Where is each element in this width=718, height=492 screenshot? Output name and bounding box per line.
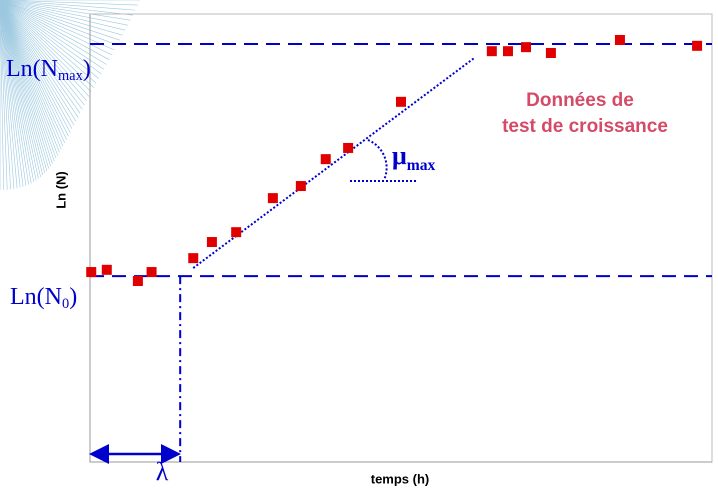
decoration-line	[0, 0, 131, 21]
decoration-line	[0, 0, 49, 169]
label-part: Ln(N	[10, 284, 62, 310]
data-point	[267, 193, 278, 204]
lag-label: λ	[156, 457, 169, 486]
note: test de croissance	[502, 116, 668, 137]
decoration-line	[0, 0, 41, 178]
label-part: Ln(N	[6, 56, 58, 82]
label-part: μ	[392, 141, 407, 170]
x-axis-label: temps (h)	[371, 471, 430, 486]
decoration-line	[0, 0, 87, 101]
decoration-line	[0, 0, 81, 114]
data-point	[521, 42, 532, 53]
decoration-line	[0, 0, 59, 156]
data-point	[101, 264, 112, 275]
decoration-line	[0, 0, 18, 189]
decoration-line	[0, 0, 11, 190]
label-part: )	[83, 56, 91, 82]
note: Données de	[526, 90, 634, 111]
decoration-line	[0, 0, 115, 51]
decoration-line	[0, 0, 83, 110]
decoration-line	[0, 0, 118, 46]
decoration-line	[0, 0, 53, 164]
decoration-line	[0, 0, 105, 70]
decoration-line	[0, 0, 60, 153]
decoration-line	[0, 0, 62, 150]
data-point	[614, 34, 625, 45]
decoration-line	[0, 0, 24, 187]
decoration-line	[0, 0, 75, 126]
label-part: )	[69, 284, 77, 310]
decoration-line	[0, 0, 120, 41]
decoration-line	[0, 0, 57, 159]
decoration-line	[0, 0, 8, 190]
data-point	[295, 181, 306, 192]
label-part: max	[407, 156, 436, 173]
data-point	[146, 267, 157, 278]
decoration-line	[0, 0, 15, 189]
decoration	[0, 0, 140, 190]
decoration-line	[0, 0, 136, 11]
label-part: 0	[62, 296, 69, 312]
data-point	[231, 227, 242, 238]
decoration-line	[0, 0, 90, 97]
decoration-line	[0, 0, 133, 16]
data-point	[206, 237, 217, 248]
decoration-line	[0, 0, 4, 190]
data-point	[132, 276, 143, 287]
decoration-line	[0, 0, 67, 140]
decoration-line	[0, 0, 46, 174]
decoration-line	[0, 0, 123, 36]
decoration-line	[0, 0, 128, 26]
y-axis-label: Ln (N)	[53, 171, 68, 209]
decoration-line	[0, 0, 39, 179]
data-point	[502, 46, 513, 57]
decoration-line	[0, 0, 69, 137]
data-point	[486, 46, 497, 57]
decoration-line	[0, 0, 138, 6]
decoration-line	[0, 0, 51, 167]
decoration-line	[0, 0, 35, 182]
label-part: max	[58, 68, 84, 84]
decoration-line	[0, 0, 77, 122]
decoration-line	[0, 0, 21, 188]
decoration-line	[0, 0, 37, 181]
decoration-line	[0, 0, 112, 56]
decoration-line	[0, 0, 102, 75]
data-point	[188, 253, 199, 264]
decoration-line	[0, 0, 32, 184]
plot-frame	[89, 13, 713, 463]
decoration-line	[0, 0, 66, 144]
level-label: Ln(Nmax)	[6, 56, 91, 85]
decoration-line	[0, 0, 44, 176]
data-point	[396, 96, 406, 107]
decoration-line	[0, 0, 71, 133]
data-point	[545, 47, 556, 58]
decoration-line	[0, 0, 107, 65]
decoration-line	[0, 0, 110, 60]
decoration-line	[0, 0, 126, 31]
decoration-line	[0, 0, 94, 88]
data-point	[343, 142, 354, 153]
decoration-line	[0, 0, 92, 93]
slope-line	[192, 57, 475, 269]
angle-arc	[367, 139, 388, 181]
decoration-line	[0, 0, 99, 79]
data-point	[86, 267, 97, 278]
data-point	[692, 40, 703, 51]
decoration-line	[0, 0, 73, 130]
decoration-line	[0, 0, 97, 84]
decoration-line	[0, 0, 55, 162]
data-point	[320, 154, 331, 165]
decoration-line	[0, 0, 85, 106]
level-label: μmax	[392, 141, 436, 173]
decoration-line	[0, 0, 29, 185]
decoration-line	[0, 0, 64, 147]
level-label: Ln(N0)	[10, 284, 77, 313]
decoration-line	[0, 0, 27, 186]
decoration-line	[0, 0, 48, 171]
decoration-line	[0, 0, 79, 118]
